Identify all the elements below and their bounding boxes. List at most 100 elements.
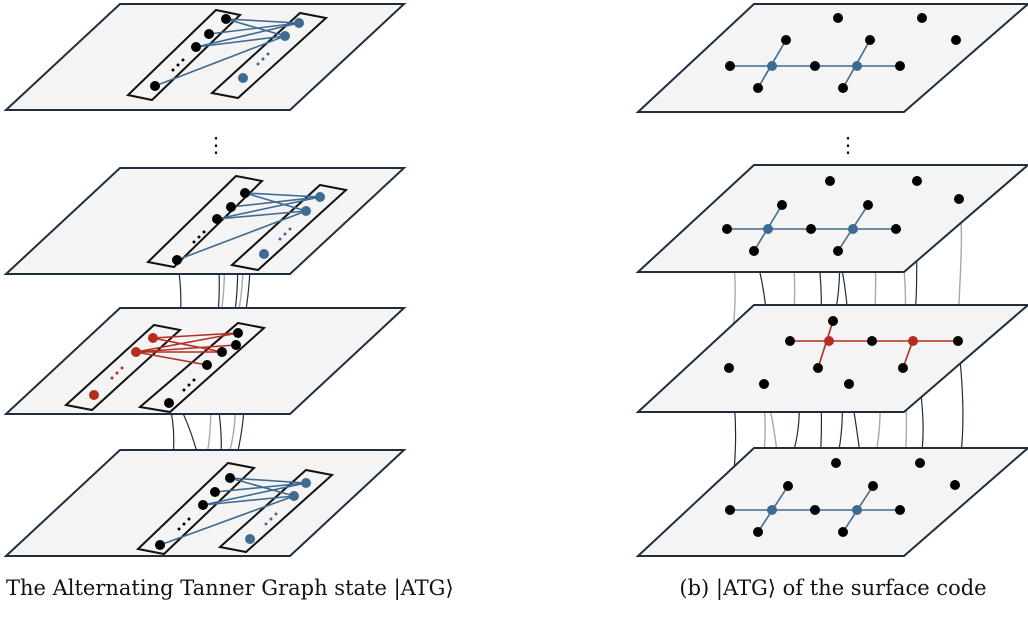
check-node — [259, 249, 269, 259]
qubit-node — [753, 527, 763, 537]
panel-b-caption: (b) |ATG⟩ of the surface code — [679, 576, 986, 601]
register-dots — [171, 52, 270, 72]
qubit-node — [810, 505, 820, 515]
layer-plane — [635, 3, 1028, 113]
qubit-node — [725, 61, 735, 71]
qubit-node — [783, 481, 793, 491]
qubit-node — [785, 336, 795, 346]
check-node — [848, 224, 858, 234]
check-node — [763, 224, 773, 234]
qubit-node — [155, 540, 165, 550]
check-node — [852, 61, 862, 71]
qubit-node — [724, 363, 734, 373]
qubit-node — [777, 200, 787, 210]
qubit-node — [221, 14, 231, 24]
qubit-node — [950, 480, 960, 490]
qubit-node — [233, 328, 243, 338]
qubit-node — [912, 176, 922, 186]
panel-a: ⋮ — [0, 3, 454, 601]
qubit-node — [828, 316, 838, 326]
qubit-node — [844, 379, 854, 389]
tanner-edges — [159, 477, 307, 546]
panel-b-layer-2 — [635, 164, 1028, 273]
check-node — [824, 336, 834, 346]
qubit-node — [867, 336, 877, 346]
register-dots — [110, 366, 196, 392]
panel-a-layer-4 — [3, 449, 407, 557]
check-node — [289, 491, 299, 501]
layer-ellipsis: ⋮ — [838, 133, 859, 157]
panel-a-layer-3 — [3, 307, 407, 415]
qubit-node — [212, 214, 222, 224]
qubit-node — [164, 398, 174, 408]
check-node — [238, 73, 248, 83]
qubit-node — [868, 481, 878, 491]
panel-b: ⋮ — [635, 3, 1028, 601]
qubit-node — [813, 363, 823, 373]
qubit-node — [204, 29, 214, 39]
check-node — [245, 534, 255, 544]
qubit-register — [145, 174, 265, 269]
qubit-node — [833, 246, 843, 256]
qubit-node — [202, 360, 212, 370]
qubit-node — [722, 224, 732, 234]
qubit-node — [781, 35, 791, 45]
qubit-node — [833, 13, 843, 23]
qubit-node — [898, 363, 908, 373]
qubit-node — [198, 500, 208, 510]
qubit-node — [895, 61, 905, 71]
register-dots — [192, 227, 292, 244]
qubit-node — [895, 505, 905, 515]
check-register — [229, 183, 349, 272]
panel-a-layer-1 — [3, 3, 407, 111]
qubit-node — [865, 35, 875, 45]
check-node — [767, 61, 777, 71]
check-node — [131, 347, 141, 357]
tanner-edges — [154, 18, 300, 87]
qubit-node — [951, 35, 961, 45]
qubit-node — [231, 340, 241, 350]
qubit-node — [917, 13, 927, 23]
qubit-node — [806, 224, 816, 234]
panel-a-layer-2 — [3, 167, 407, 275]
tanner-edges — [176, 192, 321, 261]
panel-a-caption: (a) The Alternating Tanner Graph state |… — [0, 576, 454, 601]
layer-plane — [635, 304, 1028, 413]
layer-plane — [635, 447, 1028, 557]
check-node — [294, 18, 304, 28]
check-node — [315, 192, 325, 202]
qubit-node — [838, 527, 848, 537]
qubit-node — [891, 224, 901, 234]
check-register — [217, 468, 335, 554]
qubit-node — [225, 473, 235, 483]
qubit-node — [150, 81, 160, 91]
tanner-edges — [135, 332, 239, 366]
qubit-node — [210, 487, 220, 497]
check-node — [852, 505, 862, 515]
qubit-node — [759, 379, 769, 389]
check-node — [301, 206, 311, 216]
panel-b-layer-1 — [635, 3, 1028, 113]
qubit-node — [954, 194, 964, 204]
register-dots — [177, 512, 278, 531]
check-node — [908, 336, 918, 346]
qubit-node — [749, 246, 759, 256]
check-node — [767, 505, 777, 515]
qubit-node — [753, 83, 763, 93]
layer-ellipsis: ⋮ — [206, 133, 227, 157]
qubit-node — [217, 347, 227, 357]
qubit-node — [831, 458, 841, 468]
qubit-node — [725, 505, 735, 515]
qubit-node — [825, 176, 835, 186]
qubit-node — [172, 255, 182, 265]
qubit-node — [915, 458, 925, 468]
check-node — [148, 333, 158, 343]
qubit-node — [226, 202, 236, 212]
qubit-node — [953, 336, 963, 346]
panel-b-layer-3 — [635, 304, 1028, 413]
check-node — [280, 31, 290, 41]
check-node — [301, 478, 311, 488]
qubit-node — [863, 200, 873, 210]
layer-plane — [635, 164, 1028, 273]
